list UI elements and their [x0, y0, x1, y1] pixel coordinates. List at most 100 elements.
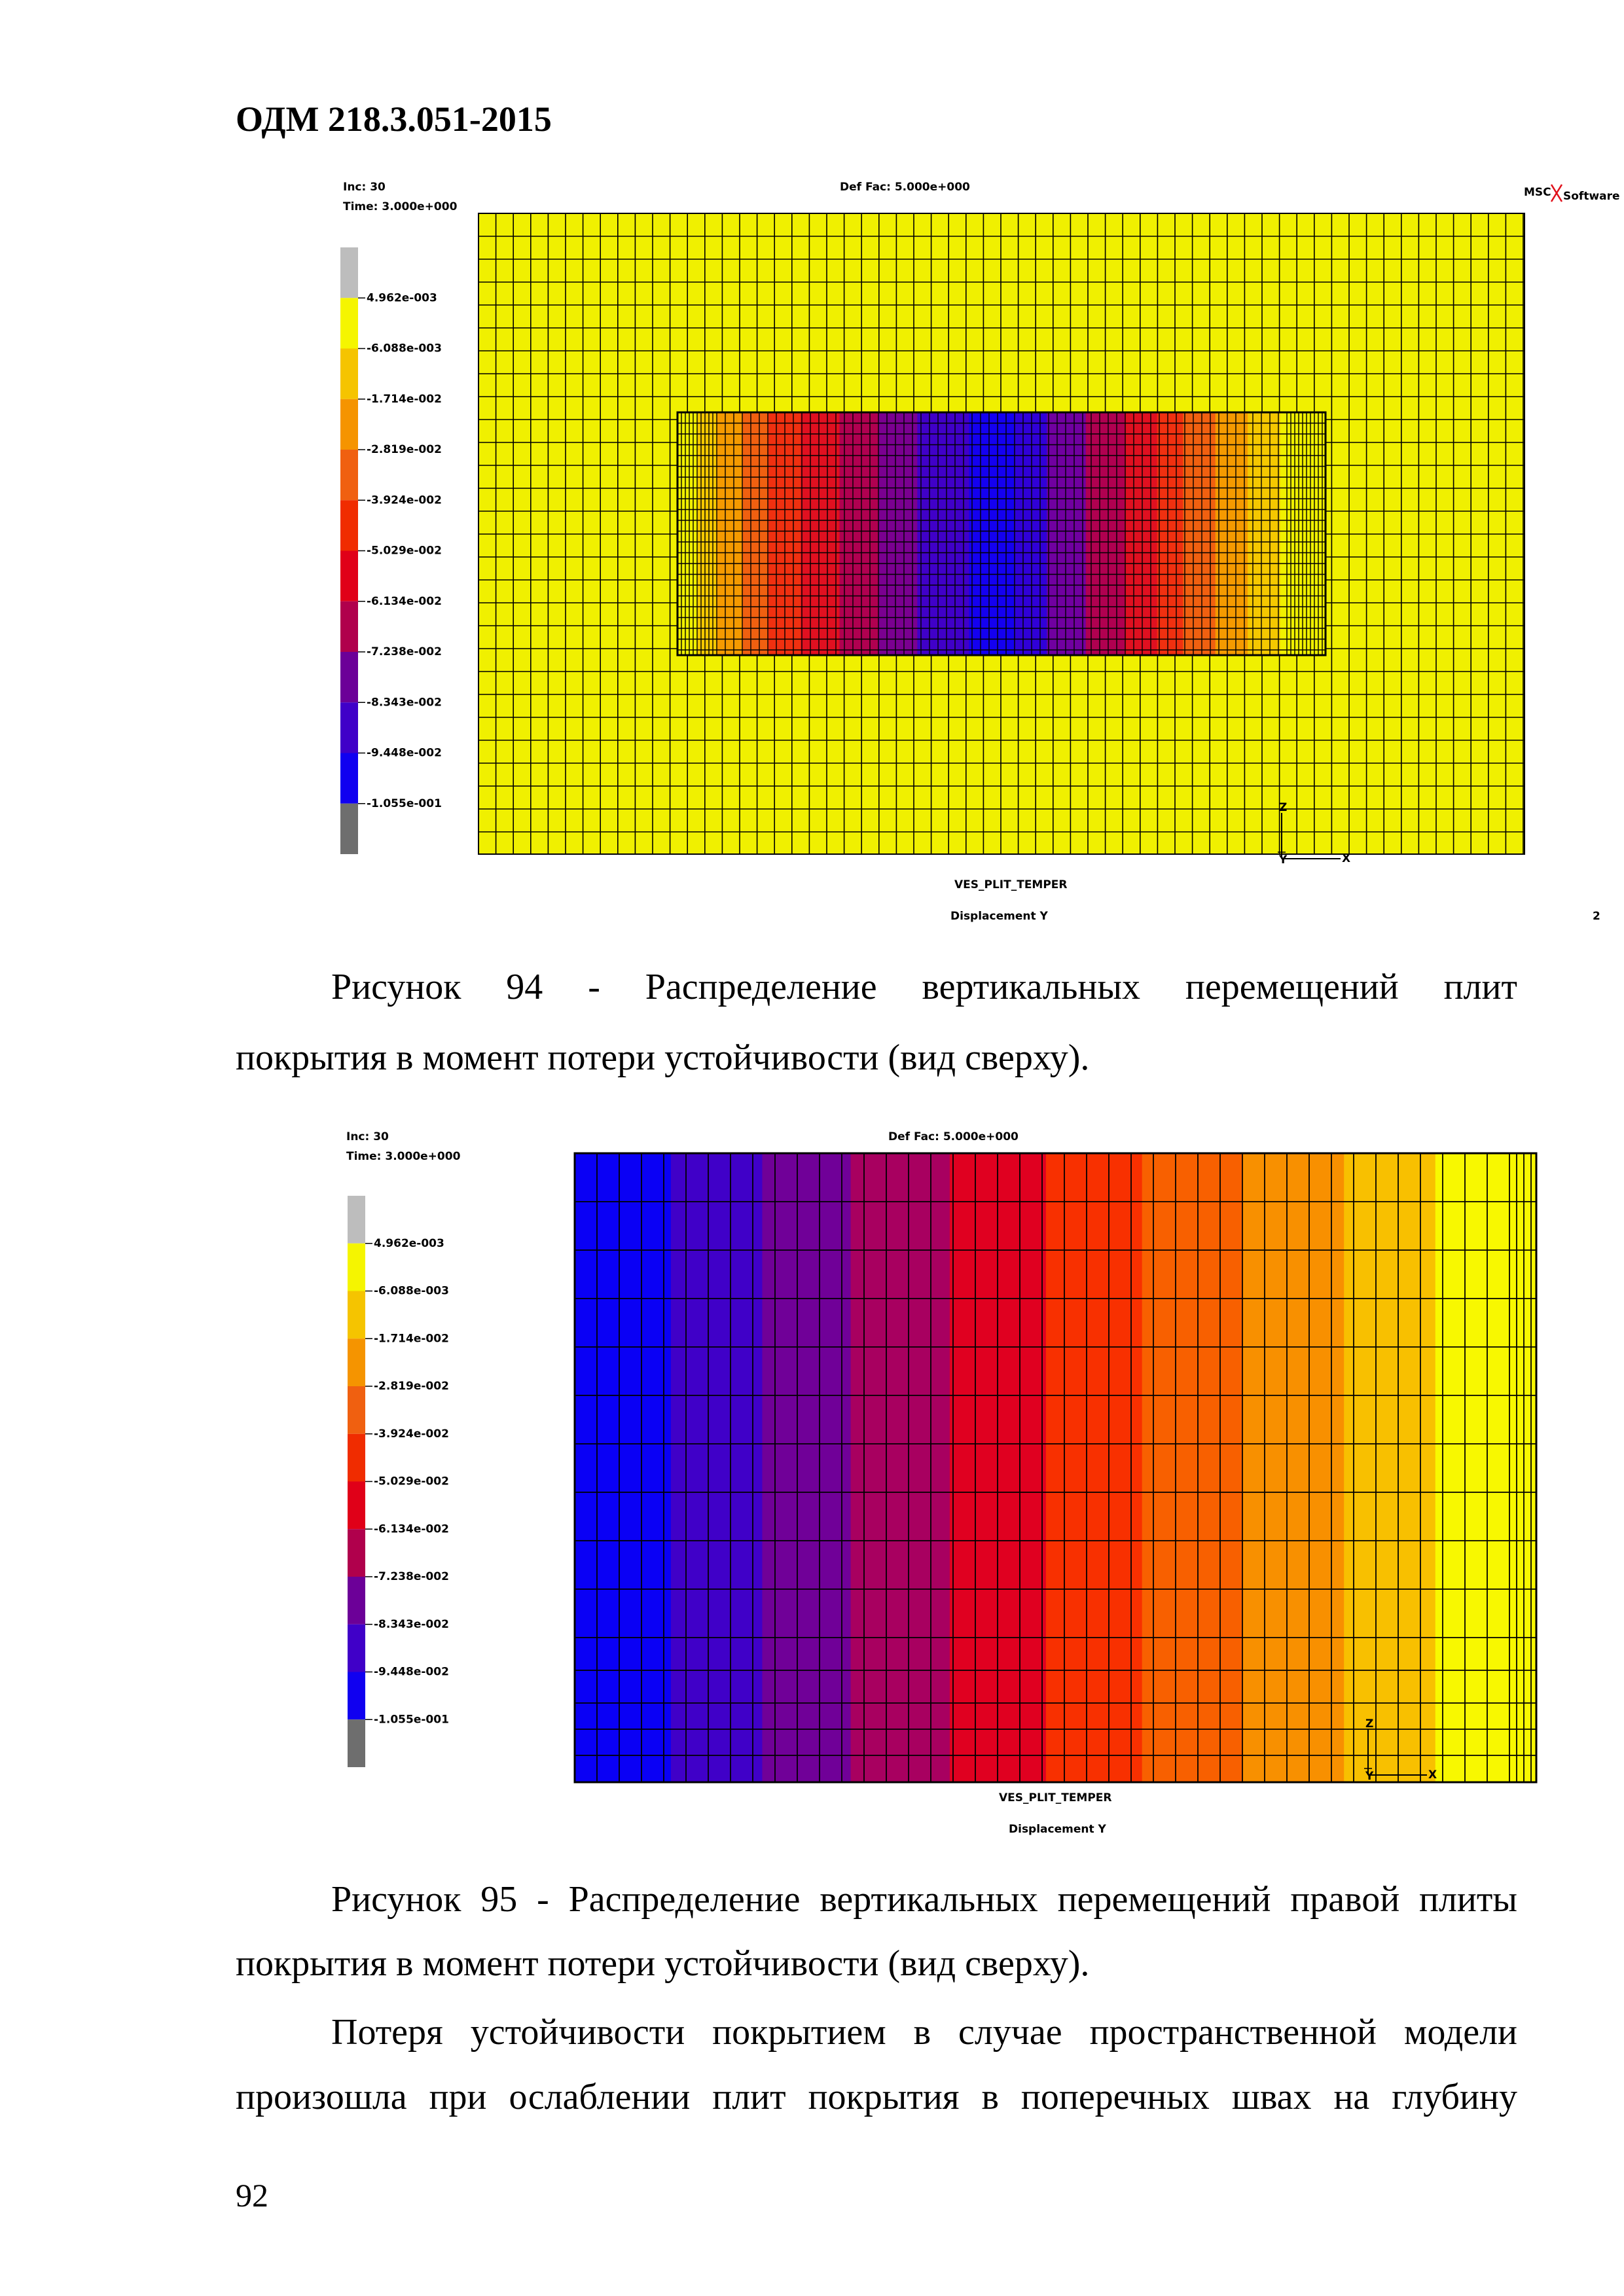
plate-band: [762, 1153, 852, 1782]
legend-swatch: [340, 803, 358, 854]
legend-label: -2.819e-002: [374, 1380, 449, 1393]
legend-label: -5.029e-002: [374, 1475, 449, 1488]
legend-swatch: [348, 1433, 365, 1482]
plate-band: [1344, 1153, 1436, 1782]
frame-number: 2: [1593, 910, 1600, 923]
plate-band: [801, 412, 840, 655]
info: Inc: 30: [346, 1130, 389, 1143]
info: Inc: 30: [343, 181, 386, 194]
legend-label: -5.029e-002: [367, 545, 442, 558]
plate-band: [1242, 1153, 1344, 1782]
legend-label: -6.088e-003: [374, 1285, 449, 1298]
header-title: ОДМ 218.3.051-2015: [236, 99, 552, 139]
plate-band: [1014, 412, 1047, 655]
plate-band: [1157, 412, 1183, 655]
legend-label: -8.343e-002: [374, 1618, 449, 1631]
logo: MSC: [1524, 186, 1551, 199]
legend-swatch: [340, 500, 358, 551]
legend-label: -6.134e-002: [374, 1522, 449, 1535]
plate-band: [969, 412, 1015, 655]
legend-label: -3.924e-002: [367, 493, 442, 507]
legend-swatch: [340, 601, 358, 652]
legend-swatch: [348, 1624, 365, 1672]
legend-label: -1.055e-001: [367, 797, 442, 810]
info: Time: 3.000e+000: [346, 1150, 461, 1163]
result-name: Displacement Y: [1009, 1823, 1107, 1836]
legend-label: -7.238e-002: [367, 645, 442, 658]
plate-band: [878, 412, 918, 655]
plate-band: [1215, 412, 1248, 655]
legend-swatch: [340, 348, 358, 399]
info: Def Fac: 5.000e+000: [840, 181, 970, 194]
legend-swatch: [340, 550, 358, 601]
plate-outline: [676, 411, 1327, 656]
legend-swatch: [340, 450, 358, 501]
legend-swatch: [340, 399, 358, 450]
plate-band: [1085, 412, 1125, 655]
legend-swatch: [348, 1196, 365, 1244]
legend-swatch: [348, 1338, 365, 1386]
legend-label: -3.924e-002: [374, 1427, 449, 1441]
triad-label: X: [1428, 1768, 1437, 1782]
legend-label: -1.714e-002: [374, 1332, 449, 1345]
caption-line: Рисунок 95 - Распределение вертикальных …: [331, 1879, 1517, 1920]
plate-band: [742, 412, 769, 655]
legend-swatch: [348, 1386, 365, 1434]
plate-band: [677, 412, 698, 655]
model-name: VES_PLIT_TEMPER: [999, 1791, 1112, 1804]
plate-band: [716, 412, 743, 655]
plate-band: [1142, 1153, 1244, 1782]
result-name: Displacement Y: [950, 910, 1049, 923]
plate-band: [1045, 1153, 1143, 1782]
plate-band: [1125, 412, 1158, 655]
legend-swatch: [348, 1481, 365, 1530]
info: Time: 3.000e+000: [343, 200, 458, 213]
triad-label: Z: [1279, 801, 1287, 814]
paragraph-line: Потеря устойчивости покрытием в случае п…: [331, 2012, 1517, 2053]
legend-swatch: [348, 1577, 365, 1624]
logo: Software: [1563, 190, 1620, 203]
legend-label: 4.962e-003: [367, 291, 437, 304]
triad-label: Y: [1278, 853, 1288, 867]
legend-swatch: [340, 702, 358, 753]
page-number: 92: [236, 2177, 268, 2214]
triad-label: Z: [1365, 1717, 1373, 1731]
legend-label: -9.448e-002: [374, 1666, 449, 1679]
legend-label: -2.819e-002: [367, 443, 442, 456]
plate-band: [575, 1153, 672, 1782]
legend-label: -9.448e-002: [367, 747, 442, 760]
paragraph-line: произошла при ослаблении плит покрытия в…: [236, 2077, 1517, 2117]
mesh-line: [1550, 184, 1563, 202]
legend-label: -6.088e-003: [367, 342, 442, 355]
plot-area: [573, 1152, 1538, 1784]
legend-label: -1.714e-002: [367, 393, 442, 406]
legend-swatch: [348, 1719, 365, 1767]
legend-swatch: [348, 1243, 365, 1291]
caption-line: покрытия в момент потери устойчивости (в…: [236, 1037, 1090, 1078]
triad-label: X: [1342, 852, 1350, 865]
plate-band: [1435, 1153, 1537, 1782]
triad-label: Y: [1365, 1770, 1374, 1783]
legend-swatch: [340, 247, 358, 298]
plate-band: [839, 412, 879, 655]
plate-band: [917, 412, 969, 655]
legend-label: -8.343e-002: [367, 696, 442, 709]
plate-band: [850, 1153, 950, 1782]
legend-swatch: [340, 298, 358, 349]
legend-label: 4.962e-003: [374, 1237, 444, 1250]
plate-band: [696, 412, 717, 655]
legend-swatch: [348, 1529, 365, 1577]
plate-band: [1047, 412, 1087, 655]
legend-label: -7.238e-002: [374, 1570, 449, 1583]
legend-swatch: [348, 1672, 365, 1720]
legend-swatch: [348, 1291, 365, 1339]
model-name: VES_PLIT_TEMPER: [954, 878, 1068, 891]
legend-label: -6.134e-002: [367, 595, 442, 608]
plate-band: [670, 1153, 763, 1782]
info: Def Fac: 5.000e+000: [888, 1130, 1019, 1143]
caption-line: Рисунок 94 - Распределение вертикальных …: [331, 967, 1517, 1007]
legend-label: -1.055e-001: [374, 1713, 449, 1726]
legend-swatch: [340, 753, 358, 804]
